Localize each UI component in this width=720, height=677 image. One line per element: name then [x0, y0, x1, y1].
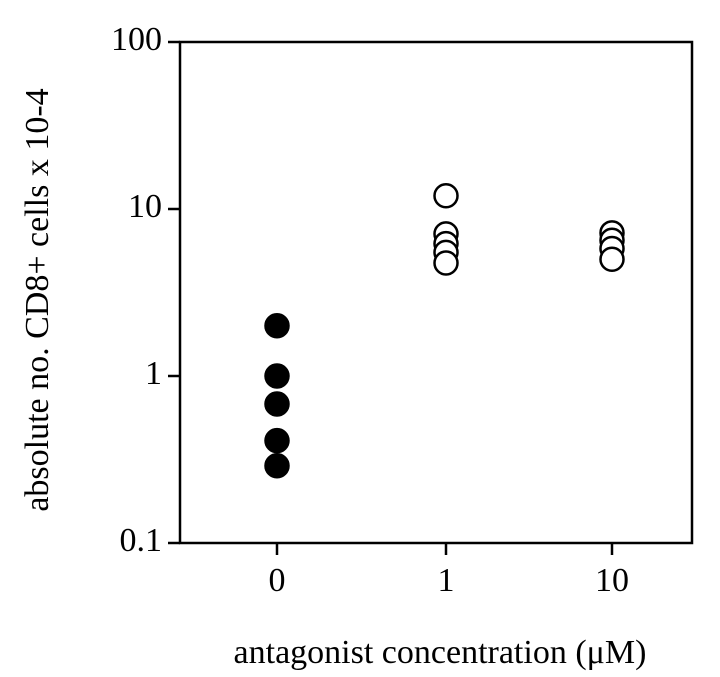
y-tick-label: 0.1: [120, 522, 163, 559]
x-axis-label: antagonist concentration (μM): [234, 634, 647, 671]
dot: [264, 312, 290, 339]
dot: [264, 391, 290, 417]
y-tick-label: 100: [111, 21, 162, 58]
x-tick-label: 0: [269, 562, 286, 599]
x-tick-label: 1: [438, 562, 455, 599]
dot: [599, 246, 625, 273]
y-axis-label: absolute no. CD8+ cells x 10-4: [19, 88, 56, 511]
dot: [264, 453, 290, 479]
dot: [264, 363, 290, 389]
y-tick-label: 1: [145, 355, 162, 392]
dot: [433, 250, 459, 276]
y-tick-label: 10: [128, 188, 162, 225]
dot: [264, 427, 290, 454]
plot-frame: [178, 40, 694, 545]
x-tick-label: 10: [595, 562, 629, 599]
dot: [433, 183, 459, 209]
